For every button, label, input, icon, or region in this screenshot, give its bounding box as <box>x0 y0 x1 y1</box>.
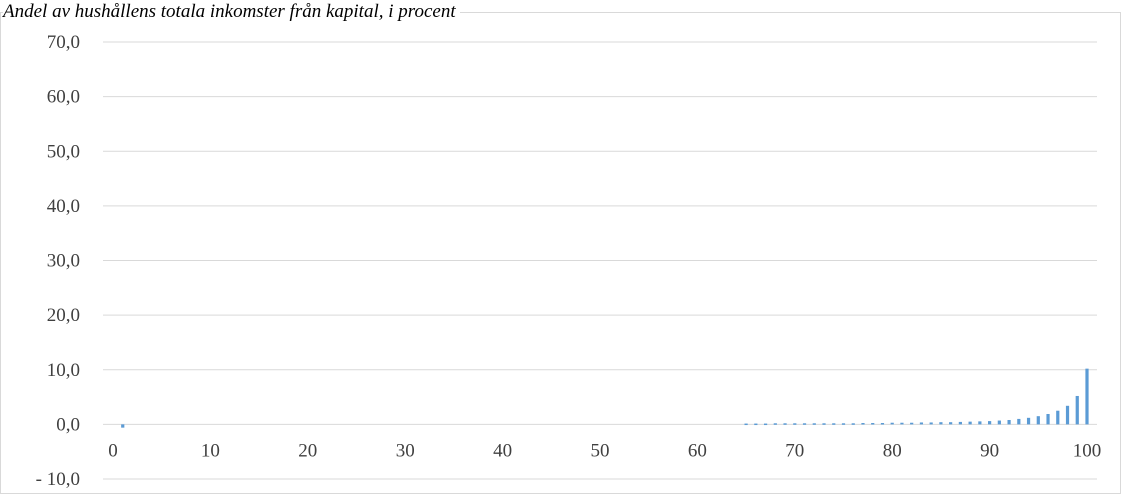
x-tick-label: 50 <box>591 440 610 461</box>
bar <box>880 423 885 425</box>
bar <box>832 423 836 425</box>
y-tick-label: 30,0 <box>47 251 80 272</box>
bar <box>968 421 972 425</box>
bar <box>1036 416 1040 425</box>
x-tick-label: 0 <box>108 440 118 461</box>
x-tick-label: 70 <box>785 440 804 461</box>
bar <box>1017 418 1021 425</box>
bar <box>121 424 125 428</box>
bar <box>861 423 865 425</box>
bar <box>1007 420 1011 425</box>
x-tick-label: 60 <box>688 440 707 461</box>
bar <box>812 423 816 425</box>
x-tick-label: 40 <box>493 440 512 461</box>
bar <box>1085 368 1089 425</box>
x-axis-labels: 0 10 20 30 40 50 60 70 80 90 100 <box>108 440 1101 461</box>
x-tick-label: 100 <box>1073 440 1102 461</box>
y-tick-label: - 10,0 <box>36 469 80 490</box>
bar <box>1046 413 1050 425</box>
bar <box>822 423 826 425</box>
bar <box>871 423 875 425</box>
y-tick-label: 10,0 <box>47 360 80 381</box>
y-axis-labels: 70,0 60,0 50,0 40,0 30,0 20,0 10,0 0,0 - 10,0 <box>36 32 80 490</box>
bar <box>978 421 982 425</box>
bar <box>988 421 992 425</box>
bar <box>744 423 748 426</box>
bar <box>1065 405 1070 425</box>
bar <box>919 422 924 425</box>
bar <box>793 423 797 425</box>
y-tick-label: 20,0 <box>47 305 80 326</box>
y-tick-label: 70,0 <box>47 32 80 53</box>
bar <box>1056 410 1060 425</box>
bar <box>802 423 807 425</box>
bar <box>910 422 914 425</box>
bar <box>958 421 962 425</box>
gridlines <box>103 41 1097 480</box>
bar <box>763 423 768 426</box>
bar <box>1075 395 1079 425</box>
x-tick-label: 20 <box>298 440 317 461</box>
bar <box>929 422 933 425</box>
bars <box>121 368 1089 428</box>
bar <box>851 423 855 425</box>
bar <box>890 422 894 425</box>
bar <box>939 422 943 425</box>
bar <box>949 422 953 425</box>
bar <box>841 423 846 425</box>
bar <box>997 420 1001 425</box>
bar <box>1026 417 1031 425</box>
x-tick-label: 80 <box>883 440 902 461</box>
bar <box>773 423 777 425</box>
y-tick-label: 40,0 <box>47 196 80 217</box>
x-tick-label: 10 <box>201 440 220 461</box>
y-tick-label: 0,0 <box>56 414 80 435</box>
x-tick-label: 30 <box>396 440 415 461</box>
y-tick-label: 50,0 <box>47 141 80 162</box>
bar <box>900 422 904 425</box>
bar <box>783 423 787 425</box>
x-tick-label: 90 <box>980 440 999 461</box>
bar <box>754 423 758 426</box>
chart-title: Andel av hushållens totala inkomster frå… <box>3 1 460 23</box>
y-tick-label: 60,0 <box>47 87 80 108</box>
